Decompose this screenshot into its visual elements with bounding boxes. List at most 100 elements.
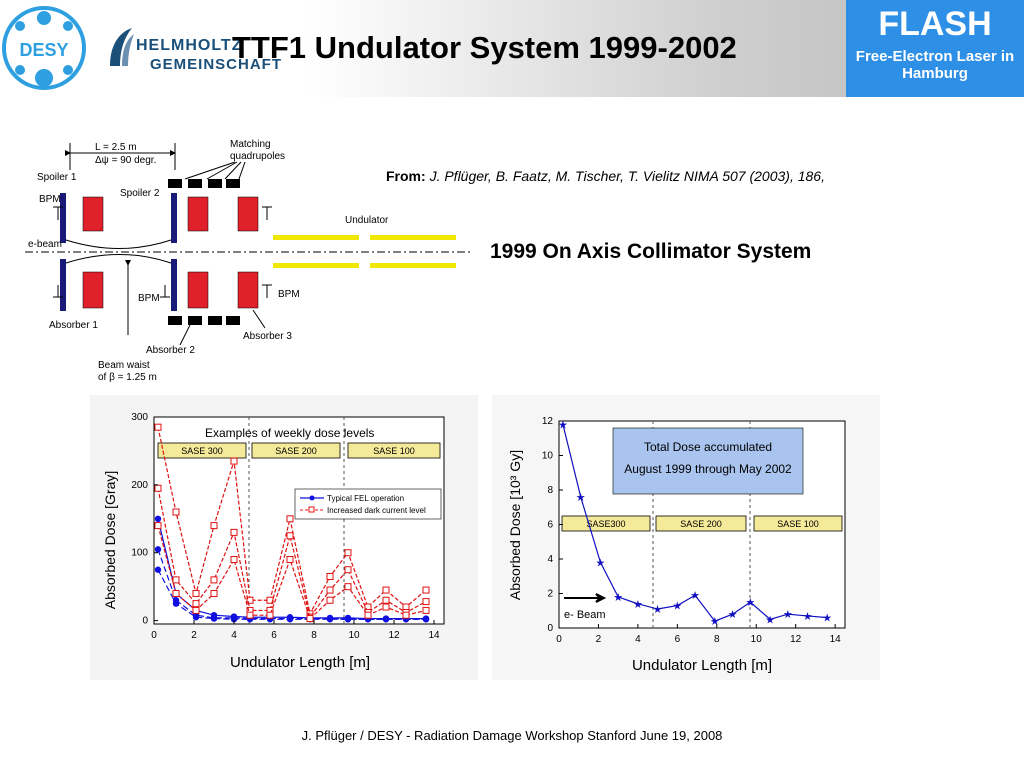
citation: From: J. Pflüger, B. Faatz, M. Tischer, … <box>386 168 825 184</box>
chart2-series-1-point: ★ <box>765 614 775 626</box>
chart2-series-1-point: ★ <box>633 599 643 611</box>
chart1-series-6-point <box>230 556 238 564</box>
chart2-band-3 <box>753 515 843 532</box>
chart1-series-3-point <box>210 615 218 622</box>
chart1-xtick-label: 2 <box>191 630 197 641</box>
chart1-band-3 <box>347 442 441 459</box>
chart1-series-6-point <box>344 583 352 591</box>
chart1-ylabel: Absorbed Dose [Gray] <box>102 471 118 610</box>
quadrupole-bottom-4 <box>226 316 240 325</box>
chart1-series-3-point <box>422 616 430 623</box>
chart2-ytick-label: 10 <box>542 451 554 462</box>
chart1-series-4-point <box>154 423 162 431</box>
spoiler2-label: Spoiler 2 <box>120 188 160 199</box>
chart1-series-2-point <box>154 546 162 553</box>
chart1-series-4-point <box>422 586 430 594</box>
absorber2-lower <box>187 271 209 309</box>
flash-logo-name: FLASH <box>878 5 992 43</box>
undulator-upper-2 <box>370 235 456 240</box>
chart2-xtick-label: 14 <box>830 634 842 645</box>
chart2-series-1-point: ★ <box>803 611 813 623</box>
bpm-label-1: BPM <box>39 194 61 205</box>
spoiler1-lower <box>60 259 66 311</box>
chart2-beam-label: e- Beam <box>564 609 606 621</box>
page-title: TTF1 Undulator System 1999-2002 <box>232 30 737 65</box>
citation-label: From: <box>386 168 426 184</box>
chart2-ytick-label: 12 <box>542 416 554 427</box>
chart2-ytick-label: 4 <box>547 554 553 565</box>
chart2-series-1-point: ★ <box>576 492 586 504</box>
absorber3-upper <box>237 196 259 232</box>
helmholtz-logo-icon <box>110 28 134 66</box>
chart1-series-6-point <box>246 611 254 619</box>
chart2-band-label-2: SASE 200 <box>680 519 722 529</box>
absorber1-lower <box>82 271 104 309</box>
chart2-series-1-line <box>562 424 828 622</box>
chart1-series-4-point <box>344 549 352 557</box>
quadrupole-bottom-2 <box>188 316 202 325</box>
ebeam-label: e-beam <box>28 239 62 250</box>
quadrupole-top-1 <box>168 179 182 188</box>
chart2-series-1-point: ★ <box>783 609 793 621</box>
chart2-ytick-label: 8 <box>547 485 553 496</box>
desy-logo-text: DESY <box>19 40 68 60</box>
matching-label-2: quadrupoles <box>230 151 285 162</box>
chart1-title: Examples of weekly dose levels <box>205 426 374 440</box>
bpm-label-3: BPM <box>278 289 300 300</box>
flash-logo: FLASH Free-Electron Laser in Hamburg <box>846 0 1024 97</box>
chart2-xtick-label: 4 <box>635 634 641 645</box>
absorber2-label: Absorber 2 <box>146 345 195 356</box>
chart1-xtick-label: 0 <box>151 630 157 641</box>
chart2-xtick-label: 2 <box>596 634 602 645</box>
chart1-series-3-point <box>286 616 294 623</box>
chart1-series-6-point <box>306 615 314 623</box>
chart1-xtick-label: 6 <box>271 630 277 641</box>
chart1-series-5-point <box>344 566 352 574</box>
chart2-series-1-point: ★ <box>595 557 605 569</box>
bpm-label-2: BPM <box>138 293 160 304</box>
chart2-band-2 <box>655 515 747 532</box>
chart1-series-6-point <box>266 611 274 619</box>
flash-logo-subtitle: Free-Electron Laser in Hamburg <box>855 48 1015 82</box>
chart1-series-6-point <box>286 556 294 564</box>
chart2-xlabel: Undulator Length [m] <box>632 657 772 674</box>
chart1-series-6-point <box>422 606 430 614</box>
chart1-xtick-label: 10 <box>348 630 360 641</box>
spoiler2-upper <box>171 193 177 243</box>
helmholtz-text-1: HELMHOLTZ <box>136 37 243 54</box>
chart1-series-4-point <box>326 572 334 580</box>
phase-label: Δψ = 90 degr. <box>95 155 156 166</box>
chart2-series-1-point: ★ <box>613 592 623 604</box>
helmholtz-text-2: GEMEINSCHAFT <box>150 56 282 73</box>
length-label: L = 2.5 m <box>95 142 137 153</box>
chart1-xlabel: Undulator Length [m] <box>230 654 370 671</box>
desy-logo: DESY <box>2 6 86 90</box>
chart2-xtick-label: 6 <box>675 634 681 645</box>
chart2-series-1-point: ★ <box>745 597 755 609</box>
chart2-annotation-1: Total Dose accumulated <box>644 440 772 454</box>
chart2-xtick-label: 10 <box>751 634 763 645</box>
chart1-xtick-label: 14 <box>428 630 440 641</box>
chart2-band-label-3: SASE 100 <box>777 519 819 529</box>
quadrupole-top-2 <box>188 179 202 188</box>
chart1-series-5-point <box>154 484 162 492</box>
citation-text: J. Pflüger, B. Faatz, M. Tischer, T. Vie… <box>429 168 825 184</box>
chart1-band-1 <box>157 442 247 459</box>
chart1-series-1-point <box>154 515 162 523</box>
chart1-series-4-point <box>286 515 294 523</box>
waist-label-1: Beam waist <box>98 360 150 371</box>
chart2-series-1-point: ★ <box>690 590 700 602</box>
chart1-series-4-point <box>172 508 180 516</box>
undulator-upper-1 <box>273 235 359 240</box>
absorber1-label: Absorber 1 <box>49 320 98 331</box>
chart1-series-6-point <box>154 522 162 530</box>
quadrupole-bottom-1 <box>168 316 182 325</box>
chart1-series-4-point <box>192 589 200 597</box>
chart2-xtick-label: 12 <box>790 634 802 645</box>
chart2-xtick-label: 0 <box>556 634 562 645</box>
footer-text: J. Pflüger / DESY - Radiation Damage Wor… <box>301 728 723 743</box>
chart1-series-5-line <box>157 488 427 619</box>
undulator-lower-2 <box>370 263 456 268</box>
chart2-annotation-2: August 1999 through May 2002 <box>624 462 792 476</box>
chart1-series-6-point <box>192 606 200 614</box>
